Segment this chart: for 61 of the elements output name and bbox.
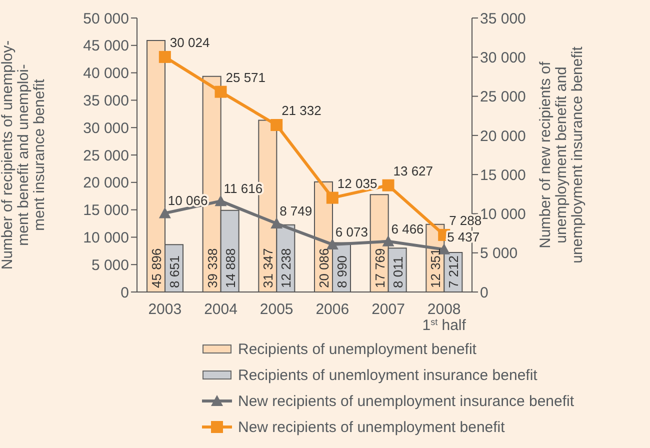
y-tick-label: 30 000 [83,120,129,137]
legend-label: New recipients of unemployment insurance benefit [238,392,574,410]
data-label: 17 769 [372,248,388,288]
data-label: 12 351 [428,248,444,288]
y-tick-label: 25 000 [83,147,129,164]
legend-label: Recipients of unemloyment insurance benefit [238,366,538,384]
y-tick-label: 10 000 [83,230,129,247]
data-label: 8 651 [167,255,182,288]
y-tick-label: 20 000 [83,174,129,192]
data-label: 30 024 [170,34,210,50]
y2-tick-label: 20 000 [480,128,526,145]
data-label: 6 073 [335,224,368,240]
x-tick-label: 2006 [316,301,350,318]
y-tick-label: 45 000 [83,38,129,55]
data-label: 8 749 [280,204,312,219]
data-label: 12 238 [278,248,294,288]
data-label: 14 888 [222,248,238,288]
y2-tick-label: 35 000 [480,10,526,28]
data-label: 8 011 [390,256,406,288]
data-label: 39 338 [204,248,220,288]
x-tick-label: 2004 [204,301,238,318]
point [326,238,338,250]
point [382,235,394,246]
point [382,179,394,192]
data-label: 45 896 [149,248,164,288]
y-tick-label: 15 000 [83,202,129,220]
y2-tick-label: 15 000 [480,166,526,184]
y-tick-label: 0 [120,284,129,302]
y2-tick-label: 0 [480,284,488,302]
data-label: 13 627 [393,163,434,178]
data-label: 25 571 [226,70,266,85]
y2-tick-label: 30 000 [480,49,526,66]
point [158,207,171,218]
y2-axis-title: Number of new recipients of unemployment benefit and unemployment insurance benefit [537,46,586,264]
data-label: 6 466 [391,221,424,236]
point [214,195,227,206]
data-label: 20 086 [316,248,332,288]
x-tick-label: 2003 [148,301,182,318]
legend-label: Recipients of unemployment benefit [238,340,476,358]
y-tick-label: 40 000 [83,65,129,82]
y-tick-label: 50 000 [83,10,129,28]
x-tick-label: 2008 1$^{st}$ half [422,301,467,334]
y2-tick-label: 25 000 [480,88,526,106]
legend-label: New recipients of unemployment benefit [238,418,505,436]
x-tick-label: 2005 [260,301,294,318]
y2-tick-label: 5 000 [480,245,518,262]
data-label: 7 212 [446,255,462,288]
point [270,218,283,229]
data-label: 21 332 [282,103,322,118]
y-tick-label: 35 000 [83,92,129,110]
data-label: 8 990 [334,255,350,288]
point [270,119,283,131]
data-label: 31 347 [260,248,276,288]
data-label: 12 035 [337,176,378,191]
y-tick-label: 5 000 [91,256,129,274]
y2-tick-label: 10 000 [480,206,526,224]
point [326,192,338,204]
y-axis-title: Number of recipients of unemploy- ment benefit and unemploi- ment insurance benefit [0,40,48,270]
x-tick-label: 2007 [372,301,405,318]
point [158,50,171,63]
point [214,86,227,98]
